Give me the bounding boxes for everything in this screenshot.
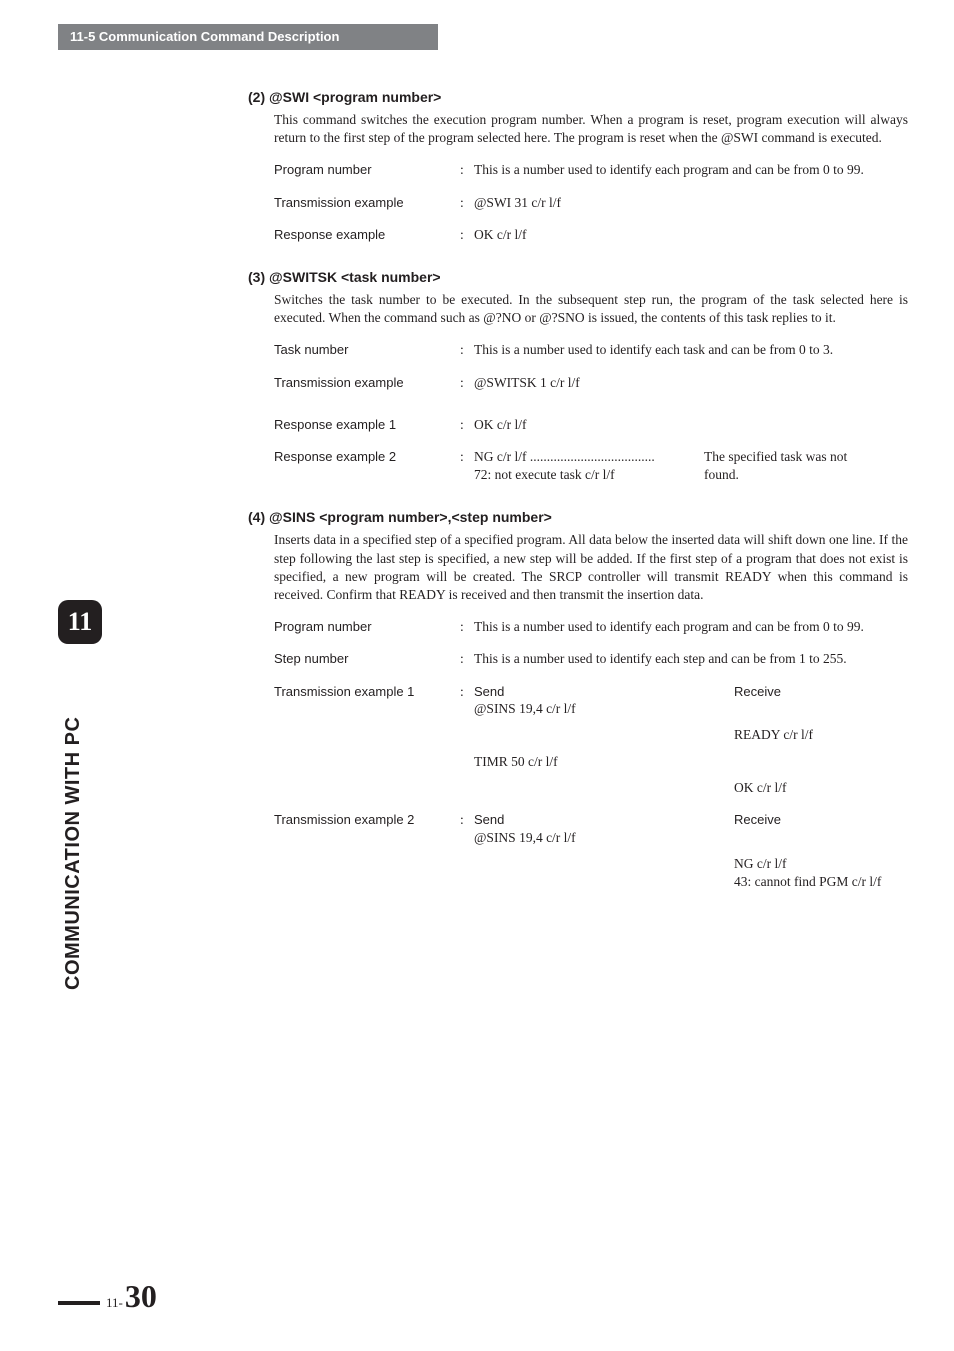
footer-page-number: 30 [125,1278,157,1315]
sr-row: @SINS 19,4 c/r l/f [474,829,908,847]
def-value: @SWITSK 1 c/r l/f [474,374,908,392]
send-val [474,779,734,797]
def-label: Program number [274,618,460,636]
def-row: Response example 1 : OK c/r l/f [274,416,908,434]
recv-val: NG c/r l/f [734,855,786,873]
def-label: Transmission example 2 [274,811,460,829]
def-label: Response example 1 [274,416,460,434]
sidebar-vertical-label: COMMUNICATION WITH PC [62,717,85,990]
send-val: @SINS 19,4 c/r l/f [474,700,734,718]
def-row: Response example : OK c/r l/f [274,226,908,244]
two-col: NG c/r l/f .............................… [474,448,908,466]
sr-row: READY c/r l/f [474,726,908,744]
section-2-body: This command switches the execution prog… [274,111,908,147]
section-3-body: Switches the task number to be executed.… [274,291,908,327]
section-4-title: (4) @SINS <program number>,<step number> [248,508,908,527]
send-header: Send [474,683,734,701]
section-3-title: (3) @SWITSK <task number> [248,268,908,287]
def-row: Program number : This is a number used t… [274,618,908,636]
def-colon: : [460,618,474,636]
def-value: Send Receive @SINS 19,4 c/r l/f READY c/… [474,683,908,797]
send-val: TIMR 50 c/r l/f [474,753,734,771]
def-row: Transmission example : @SWITSK 1 c/r l/f [274,374,908,392]
send-receive-header: Send Receive [474,683,908,701]
def-value: This is a number used to identify each t… [474,341,908,359]
def-colon: : [460,650,474,668]
def-colon: : [460,811,474,829]
def-row: Transmission example 2 : Send Receive @S… [274,811,908,891]
def-label: Transmission example 1 [274,683,460,701]
sr-row: NG c/r l/f [474,855,908,873]
footer-rule [58,1301,100,1305]
def-value: This is a number used to identify each p… [474,161,908,179]
send-receive-header: Send Receive [474,811,908,829]
def-label: Transmission example [274,194,460,212]
section-2: (2) @SWI <program number> This command s… [248,88,908,244]
send-val [474,873,734,891]
def-colon: : [460,416,474,434]
def-row: Step number : This is a number used to i… [274,650,908,668]
def-colon: : [460,341,474,359]
send-val [474,726,734,744]
two-col: 72: not execute task c/r l/f found. [474,466,908,484]
def-label: Response example 2 [274,448,460,466]
send-val: @SINS 19,4 c/r l/f [474,829,734,847]
dotted-right: The specified task was not [704,448,847,466]
page-footer: 11- 30 [58,1278,157,1315]
section-3: (3) @SWITSK <task number> Switches the t… [248,268,908,484]
chapter-tab: 11 [58,600,102,644]
recv-val: OK c/r l/f [734,779,786,797]
def-row: Transmission example : @SWI 31 c/r l/f [274,194,908,212]
def-row: Program number : This is a number used t… [274,161,908,179]
section-4: (4) @SINS <program number>,<step number>… [248,508,908,891]
def-label: Program number [274,161,460,179]
header-bar: 11-5 Communication Command Description [58,24,438,50]
def-value: OK c/r l/f [474,226,908,244]
sr-row: 43: cannot find PGM c/r l/f [474,873,908,891]
header-title: 11-5 Communication Command Description [70,29,339,44]
section-4-body: Inserts data in a specified step of a sp… [274,531,908,604]
def-value: Send Receive @SINS 19,4 c/r l/f NG c/r l… [474,811,908,891]
dots: ..................................... [530,449,655,464]
def-label: Transmission example [274,374,460,392]
sr-row: @SINS 19,4 c/r l/f [474,700,908,718]
line2-left: 72: not execute task c/r l/f [474,466,704,484]
chapter-number: 11 [68,607,93,636]
def-label: Response example [274,226,460,244]
def-value: @SWI 31 c/r l/f [474,194,908,212]
txt: NG c/r l/f [474,449,530,464]
def-colon: : [460,374,474,392]
def-value: This is a number used to identify each s… [474,650,908,668]
def-row: Transmission example 1 : Send Receive @S… [274,683,908,797]
def-colon: : [460,683,474,701]
sr-row: OK c/r l/f [474,779,908,797]
def-row: Task number : This is a number used to i… [274,341,908,359]
def-value: NG c/r l/f .............................… [474,448,908,484]
receive-header: Receive [734,811,908,829]
section-2-title: (2) @SWI <program number> [248,88,908,107]
def-colon: : [460,448,474,466]
def-colon: : [460,194,474,212]
def-label: Task number [274,341,460,359]
main-content: (2) @SWI <program number> This command s… [248,88,908,915]
recv-val: READY c/r l/f [734,726,813,744]
def-row: Response example 2 : NG c/r l/f ........… [274,448,908,484]
recv-val: 43: cannot find PGM c/r l/f [734,873,881,891]
footer-prefix: 11- [106,1295,123,1311]
def-value: This is a number used to identify each p… [474,618,908,636]
send-val [474,855,734,873]
def-colon: : [460,226,474,244]
send-header: Send [474,811,734,829]
def-colon: : [460,161,474,179]
sr-row: TIMR 50 c/r l/f [474,753,908,771]
dotted-left: NG c/r l/f .............................… [474,448,704,466]
line2-right: found. [704,466,739,484]
def-label: Step number [274,650,460,668]
receive-header: Receive [734,683,908,701]
def-value: OK c/r l/f [474,416,908,434]
